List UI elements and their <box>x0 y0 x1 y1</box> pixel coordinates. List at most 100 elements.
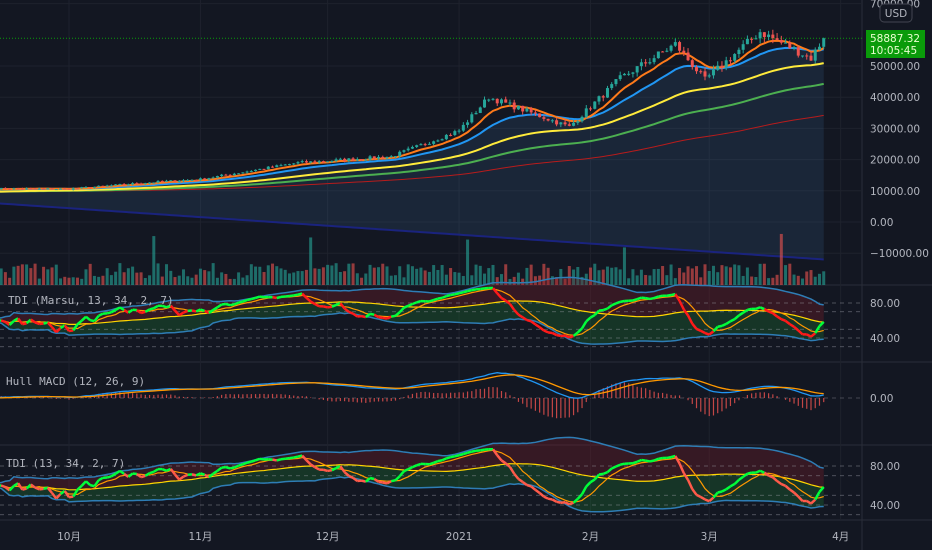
tdi-rsi-segment <box>30 318 36 324</box>
hull-macd-pane[interactable] <box>0 372 862 419</box>
volume-bar <box>750 276 754 285</box>
candle-body <box>572 122 576 126</box>
volume-bar <box>449 268 453 285</box>
volume-bar <box>453 272 457 285</box>
tdi-rsi-segment <box>39 487 44 491</box>
currency-badge[interactable] <box>879 3 913 23</box>
tdi-rsi-segment <box>556 333 562 338</box>
price-pane[interactable] <box>0 29 862 285</box>
tdi-rsi-segment <box>233 464 240 469</box>
candle-body <box>589 108 593 110</box>
tdi-rsi-segment <box>80 480 87 487</box>
candle-body <box>33 188 37 190</box>
tdi-rsi-segment <box>658 294 663 298</box>
tdi-rsi-segment <box>361 314 367 319</box>
tdi-rsi-segment <box>259 295 265 299</box>
candle-body <box>330 160 334 162</box>
tdi-rsi-segment <box>458 291 464 295</box>
volume-bar <box>338 271 342 285</box>
tdi-rsi-segment <box>191 309 197 313</box>
volume-bar <box>707 270 711 285</box>
tdi-rsi-segment <box>233 301 240 306</box>
volume-bar <box>177 275 181 285</box>
tdi-rsi-segment <box>708 496 715 503</box>
volume-bar <box>258 266 262 285</box>
volume-bar <box>25 264 29 285</box>
tdi-rsi-segment <box>467 288 473 293</box>
tdi-rsi-segment <box>462 289 468 294</box>
volume-bar <box>355 273 359 285</box>
candle-body <box>186 180 190 182</box>
tdi-rsi-segment <box>114 469 121 475</box>
tdi-rsi-segment <box>46 321 53 329</box>
volume-bar <box>546 267 550 285</box>
candle-body <box>652 58 656 63</box>
candle-body <box>368 156 372 160</box>
tdi-rsi-segment <box>43 486 49 491</box>
volume-bar <box>347 263 351 285</box>
ma-100-line <box>0 82 824 193</box>
tdi-rsi-segment <box>517 313 524 319</box>
tdi-rsi-segment <box>98 312 104 317</box>
candle-body <box>46 188 50 190</box>
tdi-rsi-segment <box>682 472 690 481</box>
tdi-marsu-pane[interactable] <box>0 276 862 348</box>
tdi-rsi-segment <box>225 465 231 470</box>
tdi-rsi-segment <box>285 456 290 461</box>
volume-bar <box>377 267 381 285</box>
tdi-rsi-segment <box>416 299 422 304</box>
tdi-rsi-segment <box>747 307 752 312</box>
tdi-rsi-segment <box>733 314 740 321</box>
candle-body <box>453 131 457 136</box>
tdi-rsi-segment <box>446 455 451 460</box>
tdi-rsi-segment <box>343 307 350 313</box>
tdi-rsi-segment <box>4 320 11 326</box>
tdi-rsi-segment <box>327 468 333 473</box>
volume-bar <box>194 274 198 285</box>
tdi-rsi-segment <box>149 470 155 475</box>
tdi-rsi-segment <box>331 467 337 472</box>
tdi-rsi-segment <box>615 300 621 305</box>
candle-body <box>50 188 54 190</box>
tdi-rsi-segment <box>454 292 460 296</box>
tdi-rsi-segment <box>323 468 328 473</box>
volume-bar <box>37 278 41 285</box>
candle-body <box>317 161 321 163</box>
volume-bar <box>504 264 508 285</box>
candle-body <box>499 99 503 104</box>
tdi-rsi-segment <box>793 491 800 498</box>
volume-bar <box>474 264 478 285</box>
volume-bar <box>487 268 491 285</box>
tdi-rsi-segment <box>43 321 49 325</box>
tdi-rsi-segment <box>30 483 36 489</box>
volume-bar <box>470 275 474 285</box>
volume-bar <box>665 275 669 285</box>
tdi-rsi-segment <box>183 309 189 314</box>
tdi-rsi-segment <box>576 327 583 334</box>
price-axis[interactable]: 70000.0050000.0040000.0030000.0020000.00… <box>870 0 929 512</box>
tdi-rsi-segment <box>76 484 83 491</box>
tdi-rsi-segment <box>255 457 261 462</box>
tdi-pane[interactable] <box>0 436 862 516</box>
candle-body <box>724 60 728 68</box>
tdi-rsi-segment <box>747 471 752 475</box>
tdi-rsi-segment <box>467 450 473 454</box>
tdi-rsi-segment <box>22 322 27 326</box>
time-axis[interactable]: 10月 11月 12月 2021 2月 3月 4月 <box>57 531 849 543</box>
tdi-rsi-segment <box>772 476 778 482</box>
tdi-rsi-segment <box>674 455 681 465</box>
volume-bar <box>80 278 84 285</box>
candle-body <box>143 183 147 185</box>
volume-bar <box>393 275 397 285</box>
tdi-rsi-segment <box>314 302 320 308</box>
tdi-rsi-segment <box>335 301 341 307</box>
tdi-rsi-segment <box>530 320 537 326</box>
candle-body <box>355 159 359 161</box>
last-price-tag <box>866 30 925 58</box>
candle-body <box>67 188 71 190</box>
volume-bar <box>576 266 580 285</box>
volume-bar <box>321 267 325 285</box>
tdi-rsi-segment <box>259 457 265 461</box>
volume-bar <box>512 276 516 285</box>
